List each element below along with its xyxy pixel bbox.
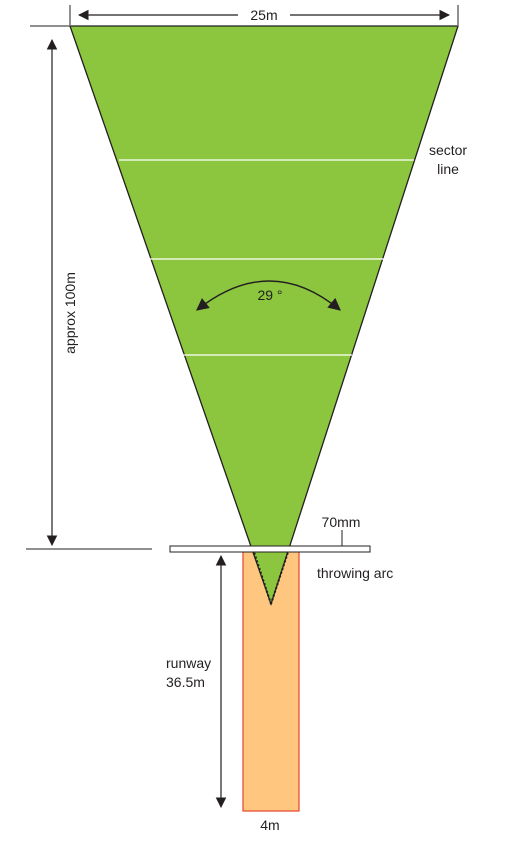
throwing-arc	[169, 545, 371, 553]
landing-sector	[69, 25, 459, 607]
length-label: approx 100m	[62, 272, 78, 354]
sector-line-label-line1: sector	[429, 142, 467, 158]
sector-apex-left-dashed	[252, 548, 272, 605]
throwing-arc-label: throwing arc	[317, 565, 393, 581]
runway-width-label: 4m	[260, 817, 279, 833]
top-width-label: 25m	[250, 7, 277, 23]
runway-label-line2: 36.5m	[166, 674, 205, 690]
sector-apex-right-dashed	[270, 548, 290, 605]
angle-label: 29 °	[257, 287, 282, 303]
runway-label-line1: runway	[166, 655, 211, 671]
sector-line-label-line2: line	[437, 161, 459, 177]
arc-thickness-label: 70mm	[322, 514, 361, 530]
angle-arc	[196, 280, 341, 311]
